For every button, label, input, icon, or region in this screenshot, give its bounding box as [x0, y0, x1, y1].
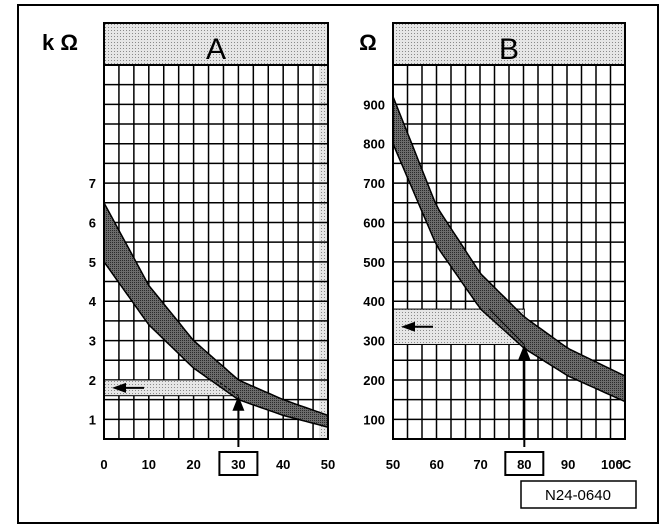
y-tick-label: 500 [363, 255, 385, 270]
panel-b-plot-frame [392, 64, 626, 440]
panel-b-tolerance-band [393, 96, 625, 403]
panel-b-x-ticks: 50 60 70 80 90 100 [386, 451, 623, 476]
y-tick-label: 300 [363, 334, 385, 349]
y-tick-label: 900 [363, 97, 385, 112]
y-tick-label: 7 [89, 176, 96, 191]
figure-frame [17, 4, 659, 524]
panel-b-ylabel: Ω [359, 30, 377, 55]
x-tick-label: 50 [386, 457, 400, 472]
x-tick-label: 20 [186, 457, 200, 472]
x-tick-label: 0 [100, 457, 107, 472]
panel-a: A k Ω 1 2 3 4 5 6 7 0 10 20 30 40 50 [42, 22, 335, 476]
up-arrow-icon [232, 395, 245, 411]
x-tick-label: 50 [321, 457, 335, 472]
left-arrow-icon [112, 382, 126, 393]
y-tick-label: 5 [89, 255, 96, 270]
x-tick-label: 80 [517, 457, 531, 472]
x-tick-label: 90 [561, 457, 575, 472]
x-tick-label: 30 [231, 457, 245, 472]
panel-b-y-ticks: 100 200 300 400 500 600 700 800 900 [363, 97, 385, 427]
x-tick-label: 70 [473, 457, 487, 472]
up-arrow-icon [518, 344, 531, 360]
panel-a-tolerance-band [104, 202, 328, 428]
panel-b-x-unit: °C [617, 457, 632, 472]
reference-code-box [520, 480, 637, 509]
x-tick-label: 100 [601, 457, 623, 472]
panel-b: B Ω 100 200 300 400 500 600 700 800 900 50 60 70 80… [359, 22, 632, 476]
y-tick-label: 3 [89, 334, 96, 349]
y-tick-label: 600 [363, 215, 385, 230]
panel-a-arrows [112, 382, 245, 447]
reference-code: N24-0640 [545, 487, 611, 504]
y-tick-label: 700 [363, 176, 385, 191]
y-tick-label: 200 [363, 373, 385, 388]
y-tick-label: 1 [89, 412, 96, 427]
y-tick-label: 6 [89, 215, 96, 230]
x-tick-label: 10 [142, 457, 156, 472]
panel-a-x-ticks: 0 10 20 30 40 50 [100, 451, 335, 476]
x-tick-label: 60 [430, 457, 444, 472]
y-tick-label: 2 [89, 373, 96, 388]
panel-a-ylabel: k Ω [42, 30, 78, 55]
panel-a-y-ticks: 1 2 3 4 5 6 7 [89, 176, 97, 427]
y-tick-label: 4 [89, 294, 97, 309]
highlight-x-box [218, 451, 259, 476]
panel-a-shaded-region [319, 65, 328, 439]
y-tick-label: 800 [363, 137, 385, 152]
panel-a-reading-line [215, 379, 239, 397]
panel-b-arrows [401, 321, 531, 447]
panel-a-title: A [206, 33, 226, 66]
panel-a-plot-frame [103, 64, 329, 440]
x-tick-label: 40 [276, 457, 290, 472]
y-tick-label: 400 [363, 294, 385, 309]
highlight-x-box [504, 451, 545, 476]
panel-b-title: B [499, 33, 519, 66]
panel-b-grid [393, 65, 625, 439]
panel-b-header [392, 22, 626, 66]
y-tick-label: 100 [363, 412, 385, 427]
panel-b-reading-line [488, 308, 525, 345]
left-arrow-icon [401, 321, 415, 332]
